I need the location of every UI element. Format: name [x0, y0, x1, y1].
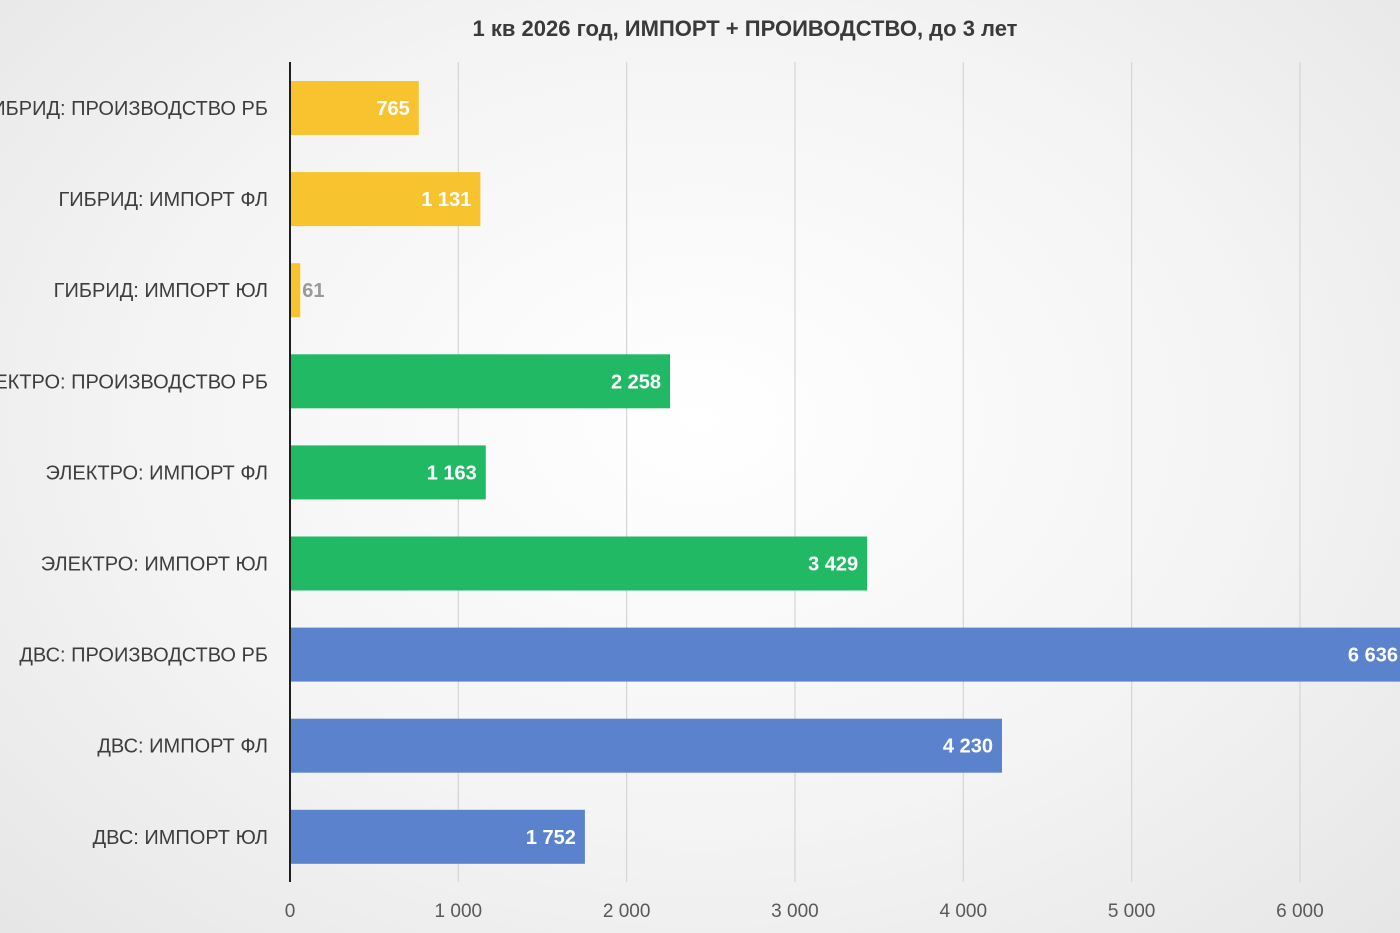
bars: 765 1 131 61 2 258 1 163 3 429 6 636 4 230 1 752	[290, 81, 1400, 864]
bar	[290, 172, 481, 227]
x-tick-label: 0	[285, 901, 296, 922]
bar	[290, 536, 868, 591]
category-label: ЭЛЕКТРО: ПРОИЗВОДСТВО РБ	[0, 371, 268, 393]
bar-value-label: 4 230	[943, 736, 993, 758]
bar	[290, 263, 301, 318]
category-label: ДВС: ПРОИЗВОДСТВО РБ	[19, 645, 268, 667]
category-label: ДВС: ИМПОРТ ЮЛ	[93, 827, 268, 849]
bar	[290, 627, 1400, 682]
bar-value-label: 765	[376, 98, 409, 120]
bar	[290, 809, 585, 864]
x-tick-label: 1 000	[435, 901, 483, 922]
category-label: ДВС: ИМПОРТ ФЛ	[97, 736, 268, 758]
x-tick-label: 2 000	[603, 901, 651, 922]
chart-title: 1 кв 2026 год, ИМПОРТ + ПРОИВОДСТВО, до …	[473, 16, 1018, 41]
bar	[290, 718, 1002, 773]
bar-value-label: 1 131	[421, 189, 471, 211]
category-label: ГИБРИД: ИМПОРТ ЮЛ	[54, 280, 268, 302]
category-labels: ГИБРИД: ПРОИЗВОДСТВО РБ ГИБРИД: ИМПОРТ ФЛ…	[0, 98, 268, 849]
x-tick-label: 5 000	[1108, 901, 1156, 922]
category-label: ЭЛЕКТРО: ИМПОРТ ФЛ	[46, 462, 268, 484]
bar-value-label: 61	[302, 280, 324, 302]
bar-value-label: 2 258	[611, 371, 661, 393]
category-label: ГИБРИД: ПРОИЗВОДСТВО РБ	[0, 98, 268, 120]
x-tick-label: 3 000	[771, 901, 819, 922]
bar-value-label: 6 636	[1348, 645, 1398, 667]
bar	[290, 354, 671, 409]
category-label: ЭЛЕКТРО: ИМПОРТ ЮЛ	[41, 554, 268, 576]
bar-value-label: 1 752	[526, 827, 576, 849]
bar-value-label: 3 429	[808, 554, 858, 576]
bar	[290, 445, 486, 500]
x-tick-label: 4 000	[940, 901, 988, 922]
x-axis-ticks: 0 1 000 2 000 3 000 4 000 5 000 6 000	[285, 901, 1324, 922]
bar-value-label: 1 163	[427, 462, 477, 484]
bar	[290, 81, 419, 135]
category-label: ГИБРИД: ИМПОРТ ФЛ	[58, 189, 268, 211]
x-tick-label: 6 000	[1276, 901, 1324, 922]
